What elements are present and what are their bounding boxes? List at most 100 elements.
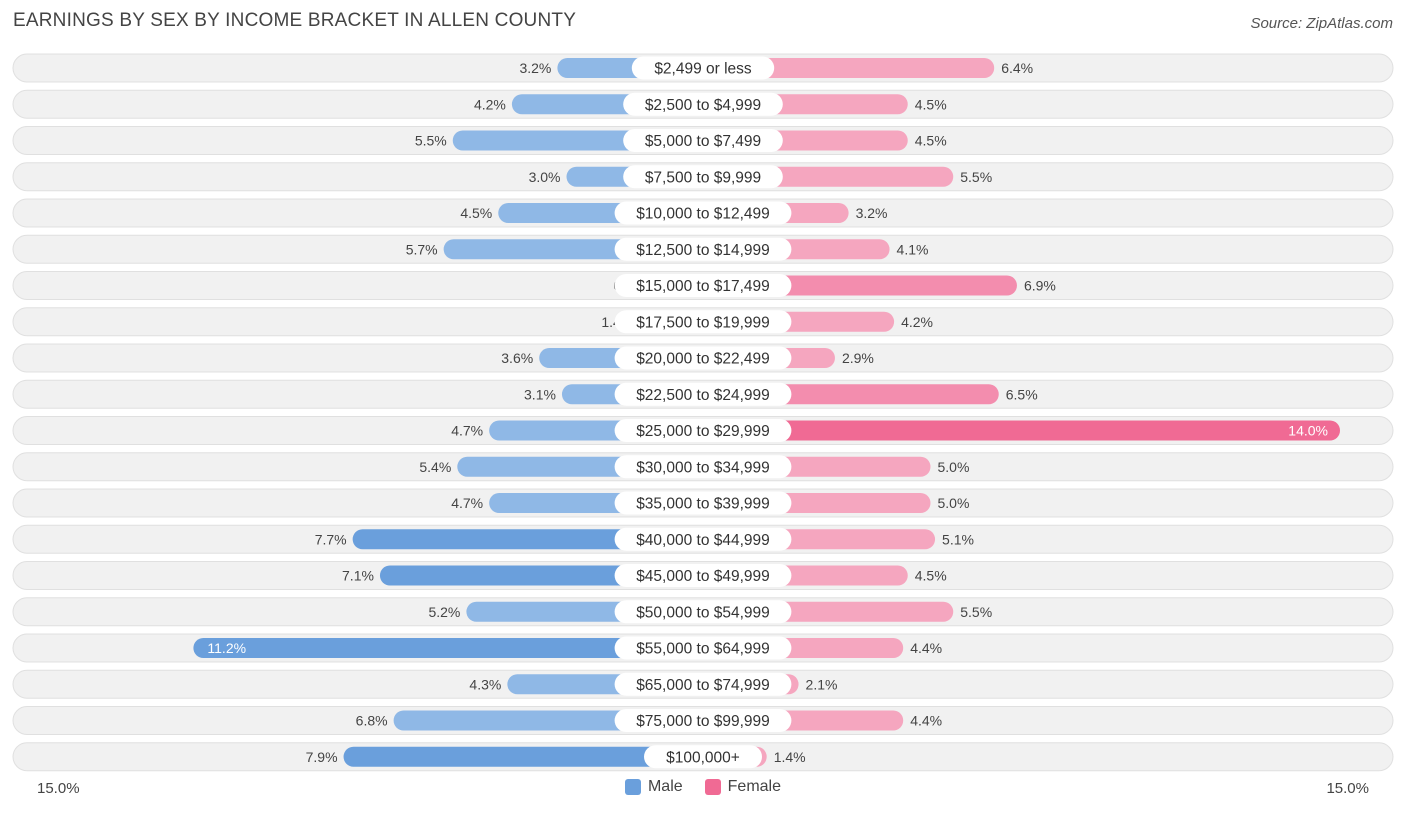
male-value-label: 7.7% (315, 531, 347, 547)
legend-swatch-male (624, 779, 641, 795)
category-label: $22,500 to $24,999 (636, 387, 770, 404)
axis-left-label: 15.0% (37, 780, 80, 797)
male-bar[interactable] (352, 529, 703, 550)
female-value-label: 5.5% (960, 604, 992, 620)
category-label: $55,000 to $64,999 (636, 641, 770, 658)
chart-row: 7.1% 4.5% $45,000 to $49,999 (12, 561, 1394, 590)
female-bar[interactable] (703, 420, 1340, 441)
male-value-label: 4.5% (460, 205, 492, 221)
male-value-label: 3.2% (519, 60, 551, 76)
category-pill (614, 274, 792, 297)
chart-row: 4.7% 5.0% $35,000 to $39,999 (12, 488, 1394, 518)
legend-label-female: Female (727, 778, 782, 795)
legend: Male Female (0, 778, 1406, 796)
category-label: $100,000+ (666, 749, 740, 766)
category-label: $5,000 to $7,499 (645, 133, 761, 150)
female-value-label: 4.5% (915, 96, 947, 112)
female-value-label: 4.2% (901, 314, 933, 330)
category-pill (614, 419, 792, 442)
chart-title: EARNINGS BY SEX BY INCOME BRACKET IN ALL… (13, 10, 577, 31)
chart-canvas: 3.2% 6.4% $2,499 or less 4.2% 4.5% $2,500 to … (12, 53, 1394, 772)
chart-row: 5.4% 5.0% $30,000 to $34,999 (12, 452, 1394, 482)
male-value-label: 4.7% (451, 423, 483, 439)
female-value-label: 4.5% (915, 568, 947, 584)
category-pill (614, 310, 792, 334)
female-value-label: 5.0% (938, 459, 970, 475)
legend-swatch-female (704, 779, 721, 795)
chart-row: 1.4%4.2%$17,500 to $19,999 (12, 307, 1394, 337)
chart-row: 4.7% 14.0% $25,000 to $29,999 (12, 416, 1394, 445)
male-value-label: 3.1% (524, 386, 556, 402)
female-value-label: 14.0% (1288, 423, 1328, 439)
male-value-label: 5.4% (419, 459, 451, 475)
legend-item-female[interactable]: Female (704, 778, 782, 796)
female-bar[interactable] (703, 58, 995, 78)
category-pill (614, 527, 792, 551)
category-label: $30,000 to $34,999 (636, 459, 770, 476)
male-value-label: 5.2% (428, 604, 460, 620)
category-pill (614, 346, 792, 370)
male-value-label: 7.1% (342, 568, 374, 584)
chart-row: 3.0% 5.5% $7,500 to $9,999 (12, 162, 1394, 192)
chart-row: 5.5% 4.5% $5,000 to $7,499 (12, 126, 1394, 155)
male-value-label: 6.8% (356, 713, 388, 729)
chart-row: 4.5% 3.2% $10,000 to $12,499 (12, 198, 1394, 228)
legend-label-male: Male (647, 778, 683, 795)
category-pill (614, 382, 792, 406)
category-label: $45,000 to $49,999 (636, 568, 770, 585)
female-value-label: 6.9% (1024, 278, 1056, 294)
chart-row: 7.9% 1.4% $100,000+ (12, 742, 1394, 772)
male-value-label: 4.7% (451, 495, 483, 511)
category-pill (614, 709, 792, 732)
legend-item-male[interactable]: Male (624, 778, 683, 796)
chart-row: 6.8% 4.4% $75,000 to $99,999 (12, 706, 1394, 735)
category-label: $7,500 to $9,999 (645, 169, 761, 186)
category-pill (614, 636, 792, 660)
category-pill (614, 600, 792, 624)
category-label: $50,000 to $54,999 (636, 604, 770, 621)
category-pill (631, 56, 775, 80)
category-label: $10,000 to $12,499 (636, 206, 770, 223)
category-pill (614, 672, 792, 696)
category-pill (614, 237, 792, 261)
male-bar[interactable] (193, 638, 703, 658)
female-value-label: 5.1% (942, 531, 974, 547)
female-value-label: 2.9% (842, 350, 874, 366)
chart-row: 3.2% 6.4% $2,499 or less (12, 53, 1394, 83)
female-value-label: 4.4% (910, 640, 942, 656)
category-pill (614, 491, 792, 515)
female-value-label: 2.1% (806, 676, 838, 692)
category-label: $2,499 or less (654, 61, 752, 78)
category-label: $25,000 to $29,999 (636, 423, 770, 440)
female-value-label: 5.5% (960, 169, 992, 185)
chart-row: 3.1% 6.5% $22,500 to $24,999 (12, 379, 1394, 409)
male-value-label: 4.3% (469, 676, 501, 692)
category-label: $2,500 to $4,999 (645, 97, 761, 114)
male-value-label: 5.7% (406, 241, 438, 257)
male-bar[interactable] (343, 746, 703, 767)
female-value-label: 1.4% (774, 749, 806, 765)
category-label: $40,000 to $44,999 (636, 532, 770, 549)
female-value-label: 4.5% (915, 133, 947, 149)
category-pill (623, 129, 783, 152)
category-pill (614, 201, 792, 225)
category-pill (614, 455, 792, 479)
axis-right-label: 15.0% (1326, 780, 1369, 797)
category-pill (623, 92, 783, 116)
chart-row: 5.2% 5.5% $50,000 to $54,999 (12, 597, 1394, 627)
category-label: $65,000 to $74,999 (636, 677, 770, 694)
category-label: $12,500 to $14,999 (636, 242, 770, 259)
chart-row: 11.2% 4.4% $55,000 to $64,999 (12, 633, 1394, 663)
category-label: $17,500 to $19,999 (636, 314, 770, 331)
male-value-label: 11.2% (207, 640, 246, 656)
female-value-label: 3.2% (856, 205, 888, 221)
male-value-label: 3.0% (529, 169, 561, 185)
female-value-label: 5.0% (938, 495, 970, 511)
category-label: $20,000 to $22,499 (636, 351, 770, 368)
category-label: $75,000 to $99,999 (636, 713, 770, 730)
male-value-label: 5.5% (415, 133, 447, 149)
female-value-label: 6.4% (1001, 60, 1033, 76)
chart-row: 0.96%6.9%$15,000 to $17,499 (12, 271, 1394, 300)
male-value-label: 4.2% (474, 96, 506, 112)
male-value-label: 3.6% (501, 350, 533, 366)
